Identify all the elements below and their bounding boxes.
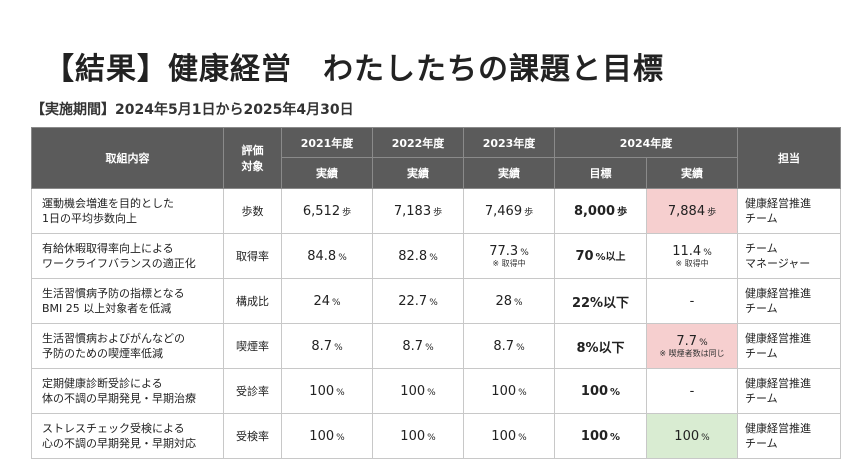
owner-cell: 健康経営推進 チーム (737, 323, 841, 369)
header-actual-2021: 実績 (281, 157, 373, 189)
header-2023: 2023年度 (463, 127, 555, 158)
value-2023: 100% (463, 368, 555, 414)
metric-cell: 構成比 (223, 278, 282, 324)
actual-2024: - (646, 278, 738, 324)
actual-2024: 100% (646, 413, 738, 459)
metric-cell: 喫煙率 (223, 323, 282, 369)
table-row: 定期健康診断受診による 体の不調の早期発見・早期治療 受診率 100% 100% … (31, 368, 841, 414)
owner-cell: 健康経営推進 チーム (737, 278, 841, 324)
value-2022: 8.7% (372, 323, 464, 369)
header-metric: 評価 対象 (223, 127, 282, 189)
header-target-2024: 目標 (554, 157, 647, 189)
item-cell: ストレスチェック受検による 心の不調の早期発見・早期対応 (31, 413, 224, 459)
value-2023: 8.7% (463, 323, 555, 369)
value-2021: 6,512 歩 (281, 188, 373, 234)
actual-2024: 7.7% ※ 喫煙者数は同じ (646, 323, 738, 369)
value-2023: 7,469 歩 (463, 188, 555, 234)
item-cell: 定期健康診断受診による 体の不調の早期発見・早期治療 (31, 368, 224, 414)
header-actual-2023: 実績 (463, 157, 555, 189)
value-2021: 24% (281, 278, 373, 324)
actual-2024: 11.4% ※ 取得中 (646, 233, 738, 279)
item-cell: 有給休暇取得率向上による ワークライフバランスの適正化 (31, 233, 224, 279)
target-2024: 22%以下 (554, 278, 647, 324)
value-2023: 28% (463, 278, 555, 324)
actual-2024: 7,884 歩 (646, 188, 738, 234)
header-actual-2024: 実績 (646, 157, 738, 189)
value-2022: 22.7% (372, 278, 464, 324)
value-2023: 100% (463, 413, 555, 459)
owner-cell: チーム マネージャー (737, 233, 841, 279)
metric-cell: 歩数 (223, 188, 282, 234)
note-text: ※ 取得中 (675, 258, 709, 268)
header-owner: 担当 (737, 127, 841, 189)
table-row: 生活習慣病予防の指標となる BMI 25 以上対象者を低減 構成比 24% 22.… (31, 278, 841, 324)
table-row: 生活習慣病およびがんなどの 予防のための喫煙率低減 喫煙率 8.7% 8.7% 8… (31, 323, 841, 369)
value-2021: 100% (281, 368, 373, 414)
value-2021: 8.7% (281, 323, 373, 369)
header-2024: 2024年度 (554, 127, 738, 158)
target-2024: 8,000 歩 (554, 188, 647, 234)
page-title: 【結果】健康経営 わたしたちの課題と目標 (44, 52, 664, 87)
value-2022: 100% (372, 368, 464, 414)
actual-2024: - (646, 368, 738, 414)
note-text: ※ 喫煙者数は同じ (659, 348, 725, 358)
item-cell: 生活習慣病およびがんなどの 予防のための喫煙率低減 (31, 323, 224, 369)
item-cell: 生活習慣病予防の指標となる BMI 25 以上対象者を低減 (31, 278, 224, 324)
value-2021: 100% (281, 413, 373, 459)
table-row: 運動機会増進を目的とした 1日の平均歩数向上 歩数 6,512 歩 7,183 歩 7… (31, 188, 841, 234)
note-text: ※ 取得中 (492, 258, 526, 268)
value-2023: 77.3% ※ 取得中 (463, 233, 555, 279)
header-item: 取組内容 (31, 127, 224, 189)
target-2024: 100% (554, 413, 647, 459)
value-2022: 7,183 歩 (372, 188, 464, 234)
owner-cell: 健康経営推進 チーム (737, 413, 841, 459)
item-cell: 運動機会増進を目的とした 1日の平均歩数向上 (31, 188, 224, 234)
metric-cell: 取得率 (223, 233, 282, 279)
header-2022: 2022年度 (372, 127, 464, 158)
target-2024: 8%以下 (554, 323, 647, 369)
metric-cell: 受診率 (223, 368, 282, 414)
table-row: 有給休暇取得率向上による ワークライフバランスの適正化 取得率 84.8% 82.… (31, 233, 841, 279)
owner-cell: 健康経営推進 チーム (737, 188, 841, 234)
target-2024: 70 %以上 (554, 233, 647, 279)
metric-cell: 受検率 (223, 413, 282, 459)
value-2021: 84.8% (281, 233, 373, 279)
value-2022: 100% (372, 413, 464, 459)
owner-cell: 健康経営推進 チーム (737, 368, 841, 414)
results-table: 取組内容 評価 対象 2021年度 2022年度 2023年度 2024年度 担… (31, 127, 841, 459)
header-2021: 2021年度 (281, 127, 373, 158)
header-actual-2022: 実績 (372, 157, 464, 189)
value-2022: 82.8% (372, 233, 464, 279)
table-row: ストレスチェック受検による 心の不調の早期発見・早期対応 受検率 100% 100… (31, 413, 841, 459)
implementation-period: 【実施期間】2024年5月1日から2025年4月30日 (31, 102, 354, 118)
target-2024: 100% (554, 368, 647, 414)
